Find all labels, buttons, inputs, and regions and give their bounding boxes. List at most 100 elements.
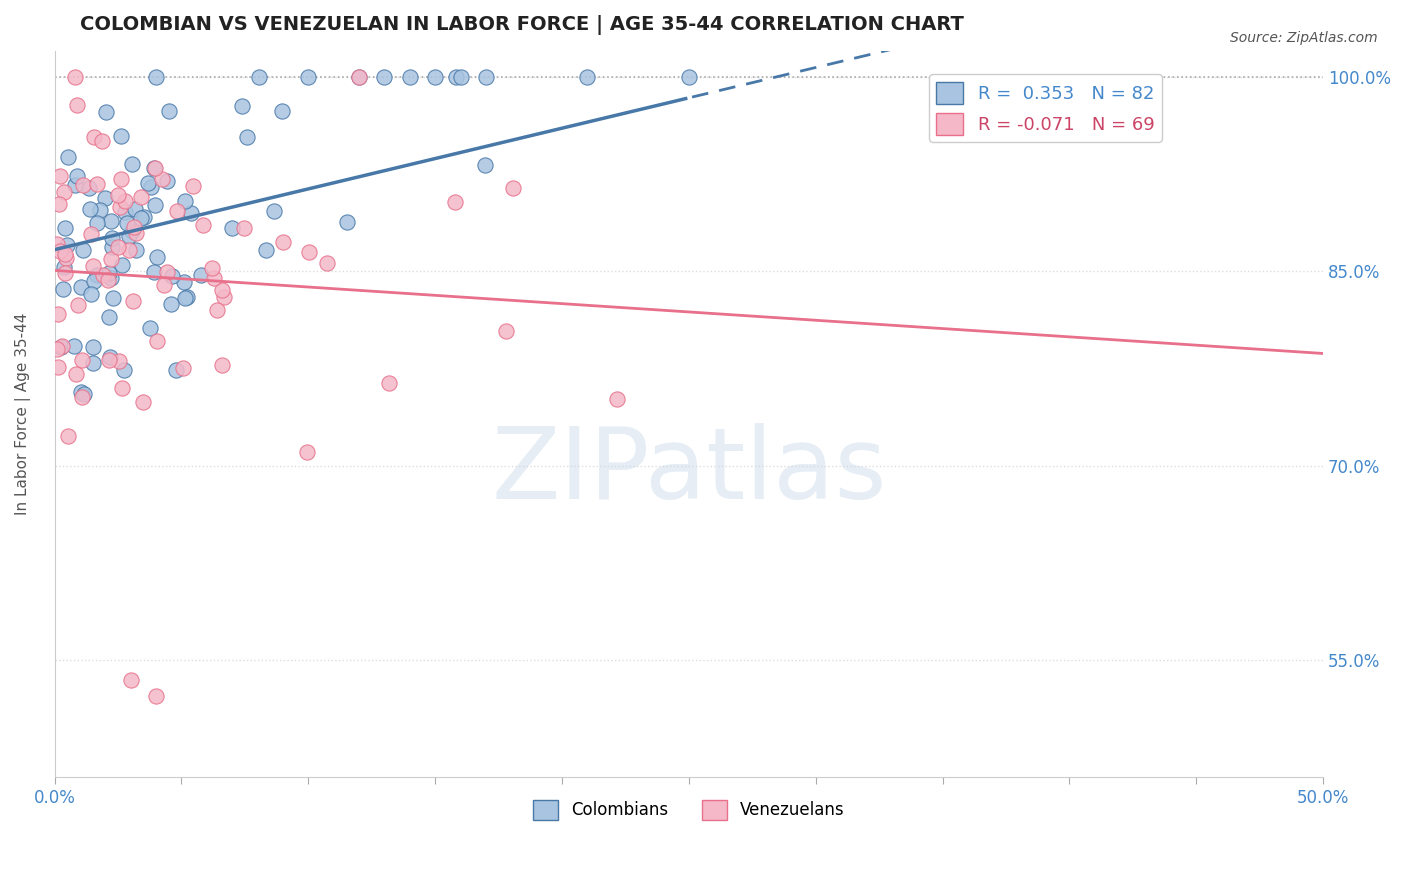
Point	[46, 342, 69, 356]
Point	[212, 290, 235, 304]
Point	[122, 219, 145, 234]
Point	[121, 157, 143, 171]
Point	[298, 244, 321, 259]
Point	[235, 129, 257, 144]
Point	[49, 340, 72, 354]
Point	[118, 244, 141, 258]
Point	[202, 270, 225, 285]
Point	[80, 286, 103, 301]
Point	[132, 394, 155, 409]
Point	[193, 218, 215, 232]
Point	[270, 104, 292, 119]
Point	[122, 293, 145, 308]
Point	[86, 268, 108, 283]
Point	[101, 240, 124, 254]
Point	[110, 128, 132, 143]
Point	[254, 243, 277, 257]
Point	[46, 360, 69, 375]
Point	[51, 339, 73, 353]
Point	[82, 340, 104, 354]
Y-axis label: In Labor Force | Age 35-44: In Labor Force | Age 35-44	[15, 313, 31, 515]
Point	[211, 359, 233, 373]
Point	[180, 206, 202, 220]
Point	[159, 297, 181, 311]
Point	[173, 194, 195, 208]
Point	[70, 384, 93, 399]
Point	[79, 202, 101, 216]
Point	[425, 70, 447, 84]
Point	[94, 105, 117, 120]
Point	[156, 265, 179, 279]
Point	[181, 178, 204, 193]
Point	[132, 211, 155, 225]
Point	[98, 310, 121, 324]
Point	[142, 161, 165, 176]
Point	[114, 194, 136, 208]
Point	[83, 274, 105, 288]
Point	[53, 246, 76, 260]
Point	[66, 98, 89, 112]
Point	[576, 70, 599, 84]
Point	[53, 266, 76, 280]
Point	[111, 382, 134, 396]
Point	[247, 70, 270, 84]
Point	[65, 367, 87, 381]
Point	[143, 161, 166, 175]
Point	[336, 215, 359, 229]
Point	[77, 180, 100, 194]
Point	[502, 181, 524, 195]
Point	[100, 350, 122, 364]
Point	[69, 279, 91, 293]
Point	[53, 186, 76, 200]
Point	[129, 189, 152, 203]
Point	[157, 103, 180, 118]
Point	[124, 202, 146, 216]
Point	[138, 177, 160, 191]
Point	[174, 291, 197, 305]
Point	[176, 290, 198, 304]
Point	[190, 268, 212, 283]
Point	[295, 444, 318, 458]
Point	[107, 353, 129, 368]
Point	[48, 169, 70, 184]
Point	[107, 187, 129, 202]
Point	[98, 266, 121, 280]
Point	[100, 252, 122, 267]
Point	[145, 250, 167, 264]
Point	[100, 271, 122, 285]
Legend: Colombians, Venezuelans: Colombians, Venezuelans	[526, 793, 852, 827]
Point	[201, 260, 224, 275]
Point	[52, 282, 75, 296]
Point	[378, 376, 401, 391]
Point	[97, 273, 120, 287]
Point	[82, 260, 104, 274]
Point	[129, 211, 152, 225]
Point	[273, 235, 295, 249]
Point	[110, 171, 132, 186]
Point	[153, 277, 176, 292]
Text: COLOMBIAN VS VENEZUELAN IN LABOR FORCE | AGE 35-44 CORRELATION CHART: COLOMBIAN VS VENEZUELAN IN LABOR FORCE |…	[80, 15, 965, 35]
Point	[398, 70, 420, 84]
Point	[107, 240, 129, 254]
Point	[474, 158, 496, 172]
Point	[108, 200, 131, 214]
Point	[56, 428, 79, 442]
Point	[82, 356, 104, 370]
Point	[156, 174, 179, 188]
Point	[55, 251, 77, 265]
Point	[150, 172, 173, 186]
Point	[48, 244, 70, 258]
Point	[125, 243, 148, 257]
Point	[139, 321, 162, 335]
Point	[495, 324, 517, 338]
Point	[94, 191, 117, 205]
Point	[89, 203, 111, 218]
Point	[297, 70, 319, 84]
Point	[63, 178, 86, 192]
Point	[65, 169, 87, 184]
Point	[160, 268, 183, 283]
Point	[233, 220, 256, 235]
Point	[166, 204, 188, 219]
Point	[143, 198, 166, 212]
Point	[53, 220, 76, 235]
